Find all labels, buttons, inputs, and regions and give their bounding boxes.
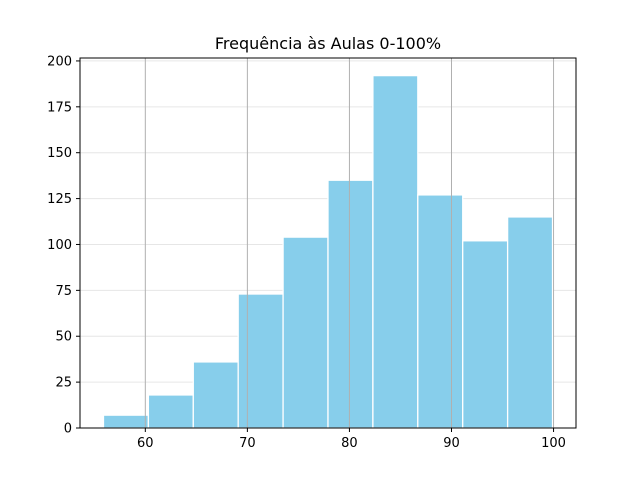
y-tick-label: 125 <box>47 192 72 207</box>
histogram-bar <box>237 293 284 429</box>
bars-group <box>102 74 554 429</box>
y-tick-label: 100 <box>47 238 72 253</box>
histogram-bar <box>327 179 374 429</box>
x-tick-label: 100 <box>541 436 566 451</box>
y-tick-label: 50 <box>55 330 72 345</box>
axes-frame <box>79 57 577 429</box>
x-gridlines <box>144 58 555 428</box>
histogram-bar <box>102 414 150 429</box>
y-tick-label: 25 <box>55 376 72 391</box>
y-axis-ticks: 0 25 50 75 100 125 150 175 200 <box>47 54 80 437</box>
y-tick-label: 175 <box>47 100 72 115</box>
histogram-bar <box>462 240 509 429</box>
x-tick-label: 80 <box>341 436 358 451</box>
histogram-bar <box>147 394 194 429</box>
y-tick-label: 75 <box>55 284 72 299</box>
chart-title: Frequência às Aulas 0-100% <box>215 34 441 53</box>
x-tick-label: 90 <box>443 436 460 451</box>
y-tick-label: 0 <box>64 422 72 437</box>
histogram-bar <box>282 236 329 429</box>
y-tick-label: 150 <box>47 146 72 161</box>
x-tick-label: 60 <box>137 436 154 451</box>
x-tick-label: 70 <box>239 436 256 451</box>
x-axis-ticks: 60 70 80 90 100 <box>137 428 566 451</box>
histogram-bar <box>372 74 419 429</box>
histogram-bar <box>192 361 239 429</box>
axes-border <box>79 57 577 429</box>
y-tick-label: 200 <box>47 54 72 69</box>
histogram-bar <box>506 216 554 429</box>
histogram-bar <box>417 194 464 429</box>
